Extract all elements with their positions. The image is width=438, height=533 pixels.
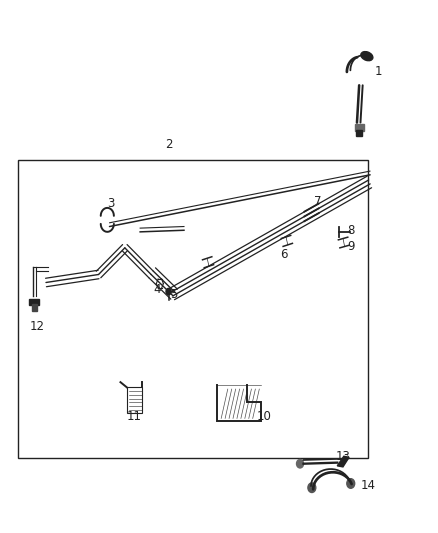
- Text: 11: 11: [127, 410, 142, 423]
- Circle shape: [347, 479, 355, 488]
- Bar: [18, 160, 368, 458]
- Text: 13: 13: [336, 450, 350, 463]
- Text: 14: 14: [360, 479, 375, 492]
- Text: 1: 1: [375, 66, 383, 78]
- Bar: [127, 387, 142, 413]
- Circle shape: [308, 483, 316, 492]
- Text: 10: 10: [256, 410, 271, 423]
- Text: 3: 3: [107, 197, 114, 210]
- Polygon shape: [337, 456, 349, 467]
- Text: 9: 9: [347, 240, 355, 253]
- Text: 12: 12: [30, 320, 45, 333]
- Ellipse shape: [361, 52, 373, 61]
- Circle shape: [297, 459, 304, 468]
- Text: 6: 6: [280, 248, 288, 261]
- Bar: [355, 124, 364, 131]
- Circle shape: [166, 288, 171, 295]
- Bar: [32, 304, 37, 311]
- Text: 5: 5: [170, 288, 177, 301]
- Bar: [356, 130, 362, 136]
- Text: 2: 2: [165, 139, 173, 151]
- Text: 7: 7: [314, 195, 321, 208]
- Text: 4: 4: [153, 283, 161, 296]
- Text: 8: 8: [348, 224, 355, 237]
- Bar: [29, 299, 39, 305]
